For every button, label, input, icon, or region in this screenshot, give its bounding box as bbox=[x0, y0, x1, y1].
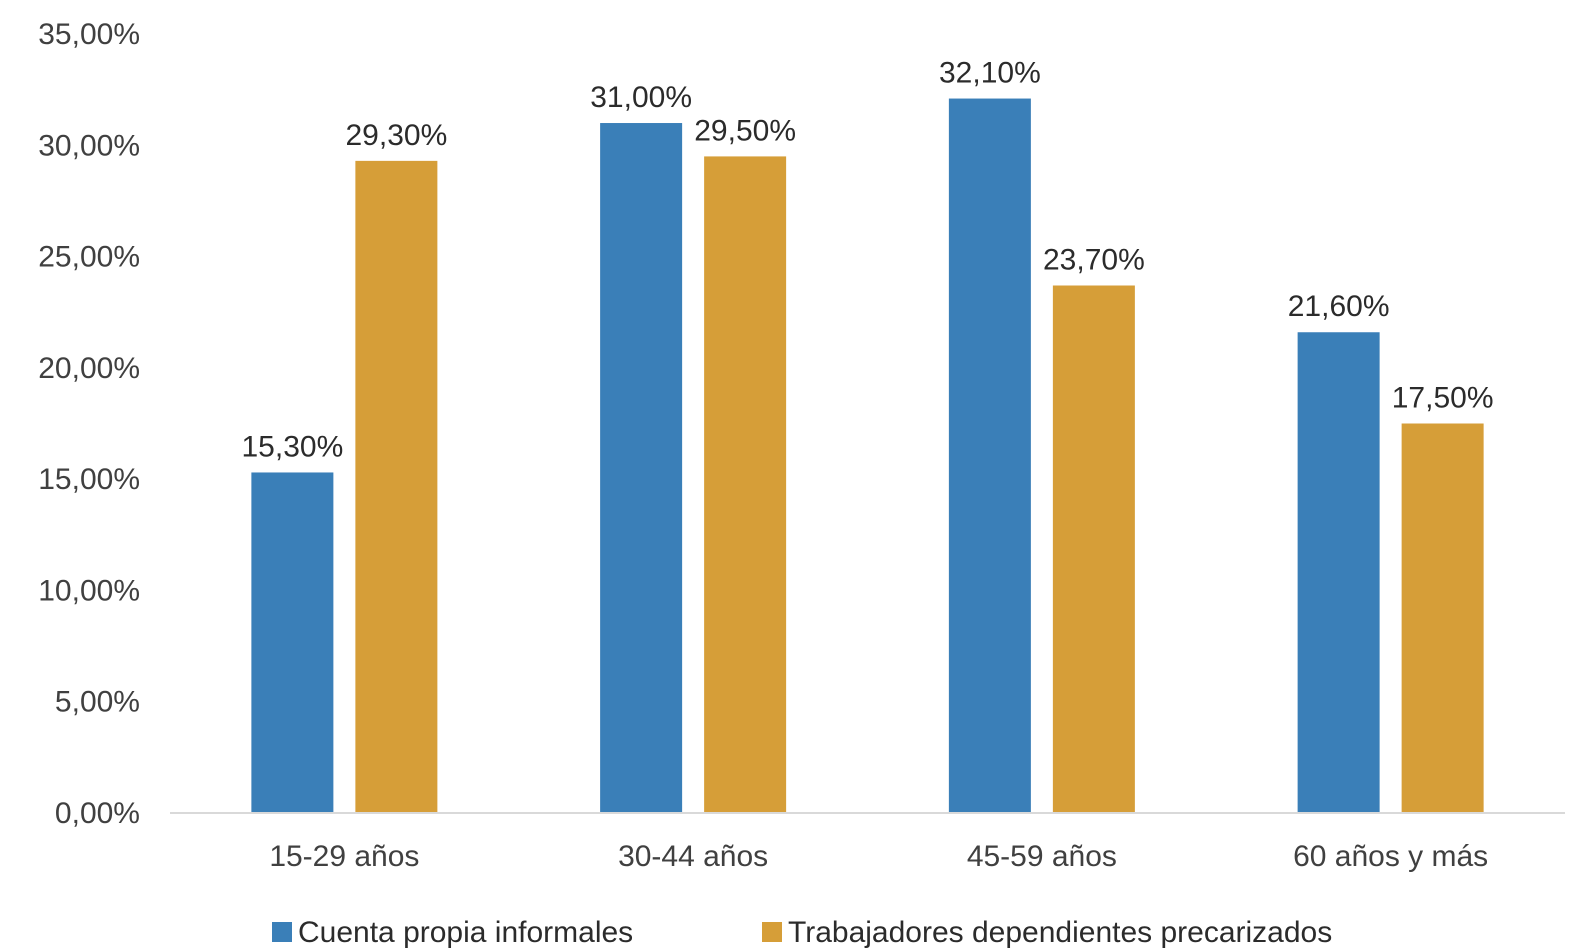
y-tick-label: 25,00% bbox=[38, 241, 140, 274]
bar bbox=[1052, 285, 1135, 813]
bar bbox=[1297, 332, 1380, 813]
y-tick-label: 5,00% bbox=[55, 686, 140, 719]
y-tick-label: 15,00% bbox=[38, 463, 140, 496]
x-tick-label: 45-59 años bbox=[967, 840, 1117, 873]
legend: Cuenta propia informales Trabajadores dep… bbox=[272, 916, 1332, 949]
y-tick-label: 10,00% bbox=[38, 574, 140, 607]
x-axis-ticks: 15-29 años 30-44 años 45-59 años 60 años y … bbox=[269, 840, 1488, 873]
legend-label: Trabajadores dependientes precarizados bbox=[788, 916, 1332, 949]
bar bbox=[948, 98, 1031, 813]
data-label: 23,70% bbox=[1043, 244, 1145, 277]
data-label: 17,50% bbox=[1392, 382, 1494, 415]
data-label: 29,30% bbox=[346, 119, 448, 152]
y-tick-label: 20,00% bbox=[38, 352, 140, 385]
data-label: 32,10% bbox=[939, 57, 1041, 90]
y-tick-label: 35,00% bbox=[38, 18, 140, 51]
bar bbox=[1401, 423, 1484, 813]
chart-bars bbox=[251, 98, 1484, 814]
legend-label: Cuenta propia informales bbox=[298, 916, 633, 949]
y-tick-label: 30,00% bbox=[38, 129, 140, 162]
data-labels: 15,30% 29,30% 31,00%29,50% 32,10% 23,70% 21,6… bbox=[242, 57, 1494, 464]
y-tick-label: 0,00% bbox=[55, 797, 140, 830]
data-label: 15,30% bbox=[242, 430, 344, 463]
data-label: 31,00% bbox=[590, 81, 692, 114]
legend-swatch bbox=[272, 922, 292, 942]
data-label: 21,60% bbox=[1288, 290, 1390, 323]
x-tick-label: 30-44 años bbox=[618, 840, 768, 873]
bar bbox=[251, 472, 334, 813]
y-axis-ticks: 0,00% 5,00% 10,00% 15,00% 20,00% 25,00% 30,00%… bbox=[38, 18, 140, 830]
data-label: 29,50% bbox=[694, 114, 796, 147]
bar bbox=[355, 160, 438, 813]
legend-swatch bbox=[762, 922, 782, 942]
x-tick-label: 15-29 años bbox=[269, 840, 419, 873]
x-tick-label: 60 años y más bbox=[1293, 840, 1488, 873]
bar bbox=[600, 123, 683, 814]
bar bbox=[704, 156, 787, 813]
